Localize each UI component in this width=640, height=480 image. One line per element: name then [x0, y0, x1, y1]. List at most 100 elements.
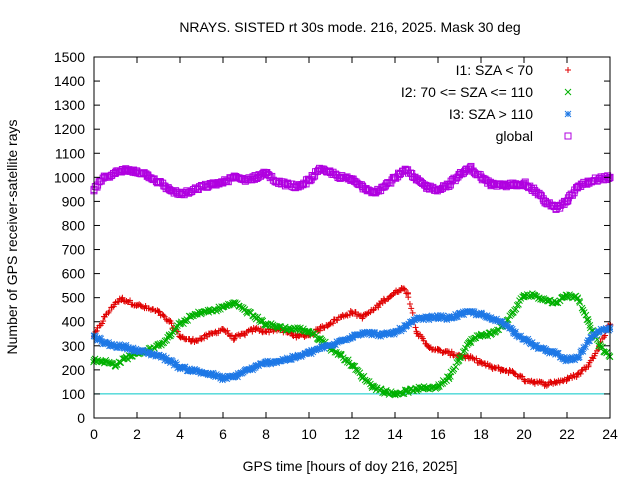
x-tick-label: 8 [262, 426, 270, 442]
series-3-data-point [499, 182, 506, 190]
series-3-sample-point [183, 187, 191, 195]
y-tick-label: 800 [62, 217, 86, 233]
series-0-data-point [316, 325, 323, 332]
series-1-data-point [359, 373, 367, 381]
series-3-data-point [305, 176, 313, 184]
x-tick-label: 12 [344, 426, 360, 442]
series-3-data-point [144, 171, 152, 179]
series-3-data-point [359, 183, 367, 191]
series-3-data-point [391, 173, 399, 181]
series-0-sample-point [511, 370, 518, 377]
series-0-data-point [488, 364, 495, 371]
series-2-data-point [144, 349, 152, 357]
series-1-sample-point [107, 359, 114, 367]
series-3-data-point [574, 183, 582, 191]
series-0-data-point [467, 354, 474, 361]
series-2-data-point [348, 332, 356, 340]
legend: I1: SZA < 70 I2: 70 <= SZA <= 110 I3: SZA … [401, 62, 572, 144]
legend-label-1: I2: 70 <= SZA <= 110 [401, 84, 533, 100]
series-1-data-point [241, 306, 248, 314]
series-3-data-point [112, 169, 119, 177]
x-tick-label: 24 [602, 426, 618, 442]
series-3-data-point [509, 181, 517, 189]
series-3-data-point [434, 185, 442, 193]
series-0-sample-point [473, 355, 480, 362]
series-2-data-point [112, 342, 119, 350]
y-tick-label: 200 [62, 362, 86, 378]
series-0-data-point [542, 381, 549, 388]
series-0-sample-point [602, 332, 609, 339]
series-2-data-point [585, 337, 592, 345]
series-3 [90, 162, 614, 213]
series-1-data-point [370, 383, 377, 391]
series-2-data-point [595, 328, 603, 335]
legend-label-3: global [496, 128, 533, 144]
series-3-data-point [445, 181, 453, 189]
x-tick-label: 4 [176, 426, 184, 442]
series-1-data-point [208, 307, 216, 315]
series-2-data-point [262, 359, 270, 367]
series-0-data-point [585, 362, 592, 369]
series-0-sample-point [448, 348, 455, 355]
series-0-data-point [209, 330, 216, 337]
series-1-data-point [595, 342, 603, 350]
series-2-data-point [552, 349, 560, 357]
series-0-sample-point [160, 312, 167, 319]
series-2-data-point [219, 374, 227, 382]
series-0-sample-point [377, 300, 384, 307]
series-2-data-point [456, 311, 463, 318]
y-tick-label: 1300 [54, 97, 85, 113]
series-2 [90, 307, 614, 384]
series-1-data-point [230, 299, 238, 306]
series-3-data-point [552, 205, 560, 213]
series-1-sample-point [578, 304, 586, 312]
series-0-sample-point [543, 382, 550, 389]
series-1-data-point [391, 390, 399, 398]
series-3-data-point [402, 166, 410, 174]
legend-marker-1 [564, 88, 572, 96]
series-0-data-point [327, 319, 334, 326]
series-0-sample-point [495, 364, 502, 371]
series-0-data-point [521, 376, 527, 383]
series-2-data-point [531, 342, 539, 350]
series-0-sample-point [224, 327, 231, 334]
series-0-data-point [166, 318, 173, 325]
y-tick-label: 1000 [54, 169, 85, 185]
series-1-data-point [477, 331, 485, 339]
series-2-data-point [176, 364, 184, 371]
series-0-data-point [263, 328, 269, 335]
series-1-data-point [402, 388, 410, 395]
series-0-sample-point [156, 308, 163, 315]
series-2-data-point [101, 340, 109, 347]
series-1-sample-point [257, 318, 264, 326]
series-0-data-point [413, 328, 420, 335]
series-0-data-point [359, 313, 366, 320]
series-2-data-point [294, 353, 302, 360]
series-0-data-point [553, 378, 560, 385]
series-1-data-point [122, 354, 130, 362]
x-tick-label: 10 [301, 426, 317, 442]
series-1-data-point [165, 332, 173, 340]
y-tick-label: 1200 [54, 121, 85, 137]
series-0-data-point [155, 309, 162, 316]
series-2-data-point [466, 308, 474, 316]
series-2-data-point [477, 311, 485, 318]
series-1-sample-point [597, 343, 605, 350]
legend-label-2: I3: SZA > 110 [449, 106, 533, 122]
series-1-sample-point [236, 302, 243, 310]
series-3-data-point [251, 173, 259, 181]
series-2-data-point [499, 318, 506, 326]
series-3-data-point [585, 178, 592, 186]
legend-marker-2 [564, 110, 572, 118]
y-tick-label: 400 [62, 314, 86, 330]
series-1-sample-point [103, 358, 110, 366]
x-tick-label: 20 [516, 426, 532, 442]
series-0-sample-point [506, 367, 513, 374]
y-tick-label: 700 [62, 242, 86, 258]
series-2-data-point [423, 314, 431, 322]
series-1-data-point [509, 308, 517, 316]
series-2-data-point [509, 328, 517, 335]
series-3-data-point [208, 181, 216, 189]
series-3-data-point [155, 178, 162, 186]
series-0-sample-point [228, 332, 235, 339]
